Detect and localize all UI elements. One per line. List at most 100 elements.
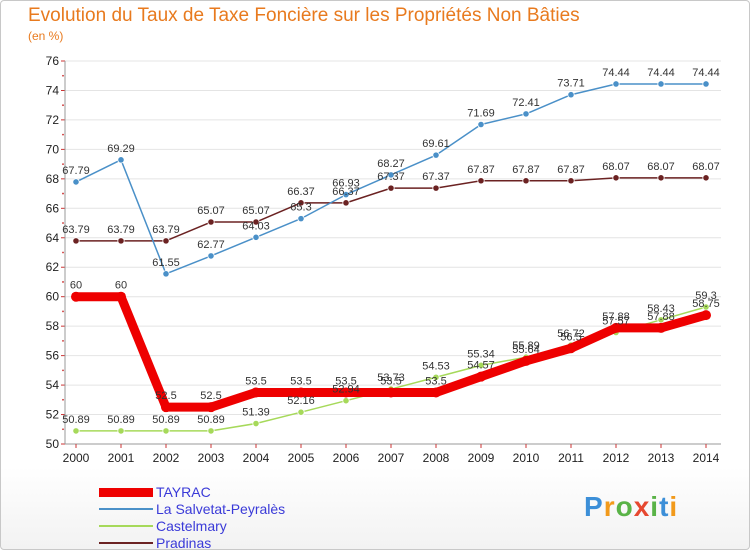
data-point [522,110,530,118]
data-point [656,322,666,333]
data-point [252,419,260,428]
data-label: 68.07 [692,161,720,173]
data-point [386,387,396,398]
data-point [342,199,350,207]
y-tick-label: 68 [46,172,60,186]
data-point [162,270,170,278]
data-point [72,178,80,186]
data-label: 65.07 [197,205,225,217]
data-label: 68.27 [377,158,405,170]
data-label: 55.34 [467,348,495,360]
data-point [207,427,215,435]
data-point [207,252,215,260]
data-point [342,397,350,405]
y-tick-label: 50 [46,437,60,451]
legend-swatch [99,525,153,527]
data-label: 58.75 [692,298,720,310]
data-point [207,218,215,226]
data-point [72,237,80,245]
legend-label: Pradinas [156,535,212,550]
y-axis-unit: (en %) [28,29,64,43]
y-minor-tick [62,192,64,195]
data-label: 57.88 [647,311,675,323]
legend-label: La Salvetat-Peyralès [156,501,286,517]
y-tick-label: 56 [46,349,60,363]
data-point [71,291,81,302]
y-minor-tick [62,339,64,342]
chart-title: Evolution du Taux de Taxe Foncière sur l… [28,5,580,26]
data-point [522,177,530,185]
data-point [612,80,620,88]
data-point [702,80,710,88]
data-label: 58.43 [647,303,675,315]
data-label: 67.87 [557,164,585,176]
y-minor-tick [62,222,64,224]
y-minor-tick [62,310,64,313]
data-label: 67.79 [62,165,90,177]
y-tick-label: 60 [46,290,60,304]
data-point [477,177,485,185]
axes: 50 52 54 56 58 60 62 64 66 68 70 72 74 76 2000 2001 2002… [46,54,721,465]
data-label: 69.29 [107,143,135,155]
data-label: 67.37 [377,171,405,183]
data-label: 67.37 [422,171,450,183]
data-label: 52.5 [155,390,176,402]
data-label: 69.61 [422,138,450,150]
data-label: 59.3 [695,290,716,302]
logo-letter: x [633,491,651,522]
logo-letter: P [584,491,604,522]
data-point [611,322,621,333]
data-label: 74.44 [602,67,630,79]
data-point [342,191,350,199]
data-point [566,343,576,354]
data-point [657,174,665,182]
data-label: 63.79 [152,224,180,236]
logo-letter: t [659,491,670,522]
data-point [477,361,485,369]
data-label: 72.41 [512,97,540,109]
logo-letter: i [669,491,679,522]
data-label: 63.79 [107,224,135,236]
data-label: 65.3 [290,202,311,214]
data-label: 55.89 [512,340,540,352]
line-chart: 50 52 54 56 58 60 62 64 66 68 70 72 74 76 2000 2001 2002… [46,54,721,465]
x-tick-label: 2007 [378,451,405,465]
legend-swatch [99,508,153,510]
data-label: 54.57 [467,360,495,372]
data-point [206,402,216,413]
x-tick-label: 2009 [468,451,495,465]
data-point [477,120,485,129]
logo-letter: i [650,491,660,522]
x-tick-label: 2000 [63,451,90,465]
data-point [117,156,125,164]
data-point [567,91,575,99]
data-label: 74.44 [692,67,720,79]
data-label: 55.64 [512,344,540,356]
data-point [116,291,126,302]
y-tick-label: 64 [46,231,60,245]
y-minor-tick [62,281,64,283]
data-point [162,237,170,245]
x-tick-label: 2006 [333,451,360,465]
data-point [432,151,440,159]
y-tick-label: 70 [46,142,60,156]
data-point [72,427,80,435]
data-label: 64.03 [242,220,270,232]
data-label: 53.5 [335,375,356,387]
y-tick-label: 54 [46,378,60,392]
y-minor-tick [62,398,64,401]
data-label: 67.87 [467,164,495,176]
data-point [117,237,125,245]
data-label: 50.89 [152,414,180,426]
data-label: 62.77 [197,239,225,251]
data-point [251,387,261,398]
data-label: 53.5 [380,375,401,387]
data-label: 63.79 [62,224,90,236]
data-label: 68.07 [602,161,630,173]
data-label: 56.5 [560,331,581,343]
data-label: 57.57 [602,315,630,327]
data-label: 50.89 [197,414,225,426]
x-tick-label: 2008 [423,451,450,465]
y-minor-tick [62,104,64,107]
